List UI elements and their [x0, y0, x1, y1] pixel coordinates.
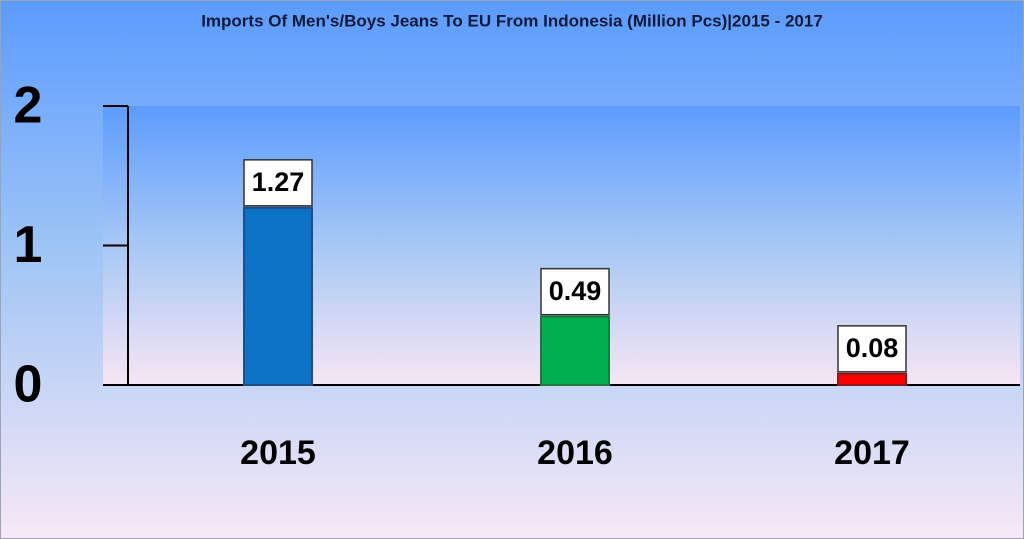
y-tick-label: 2 [14, 77, 43, 135]
x-tick-label: 2017 [834, 434, 910, 472]
value-label: 0.08 [846, 333, 899, 363]
bar [837, 372, 907, 386]
value-label: 0.49 [549, 276, 602, 306]
value-label-box [837, 325, 907, 373]
bar [540, 315, 610, 386]
bar [243, 206, 313, 386]
y-tick-label: 0 [14, 356, 43, 414]
value-label: 1.27 [252, 167, 305, 197]
x-tick-label: 2015 [240, 434, 316, 472]
value-label-box [540, 267, 610, 316]
x-tick-label: 2016 [537, 434, 613, 472]
chart-title: Imports Of Men's/Boys Jeans To EU From I… [201, 11, 823, 30]
y-tick-label: 1 [14, 216, 43, 274]
value-label-box [243, 159, 313, 207]
